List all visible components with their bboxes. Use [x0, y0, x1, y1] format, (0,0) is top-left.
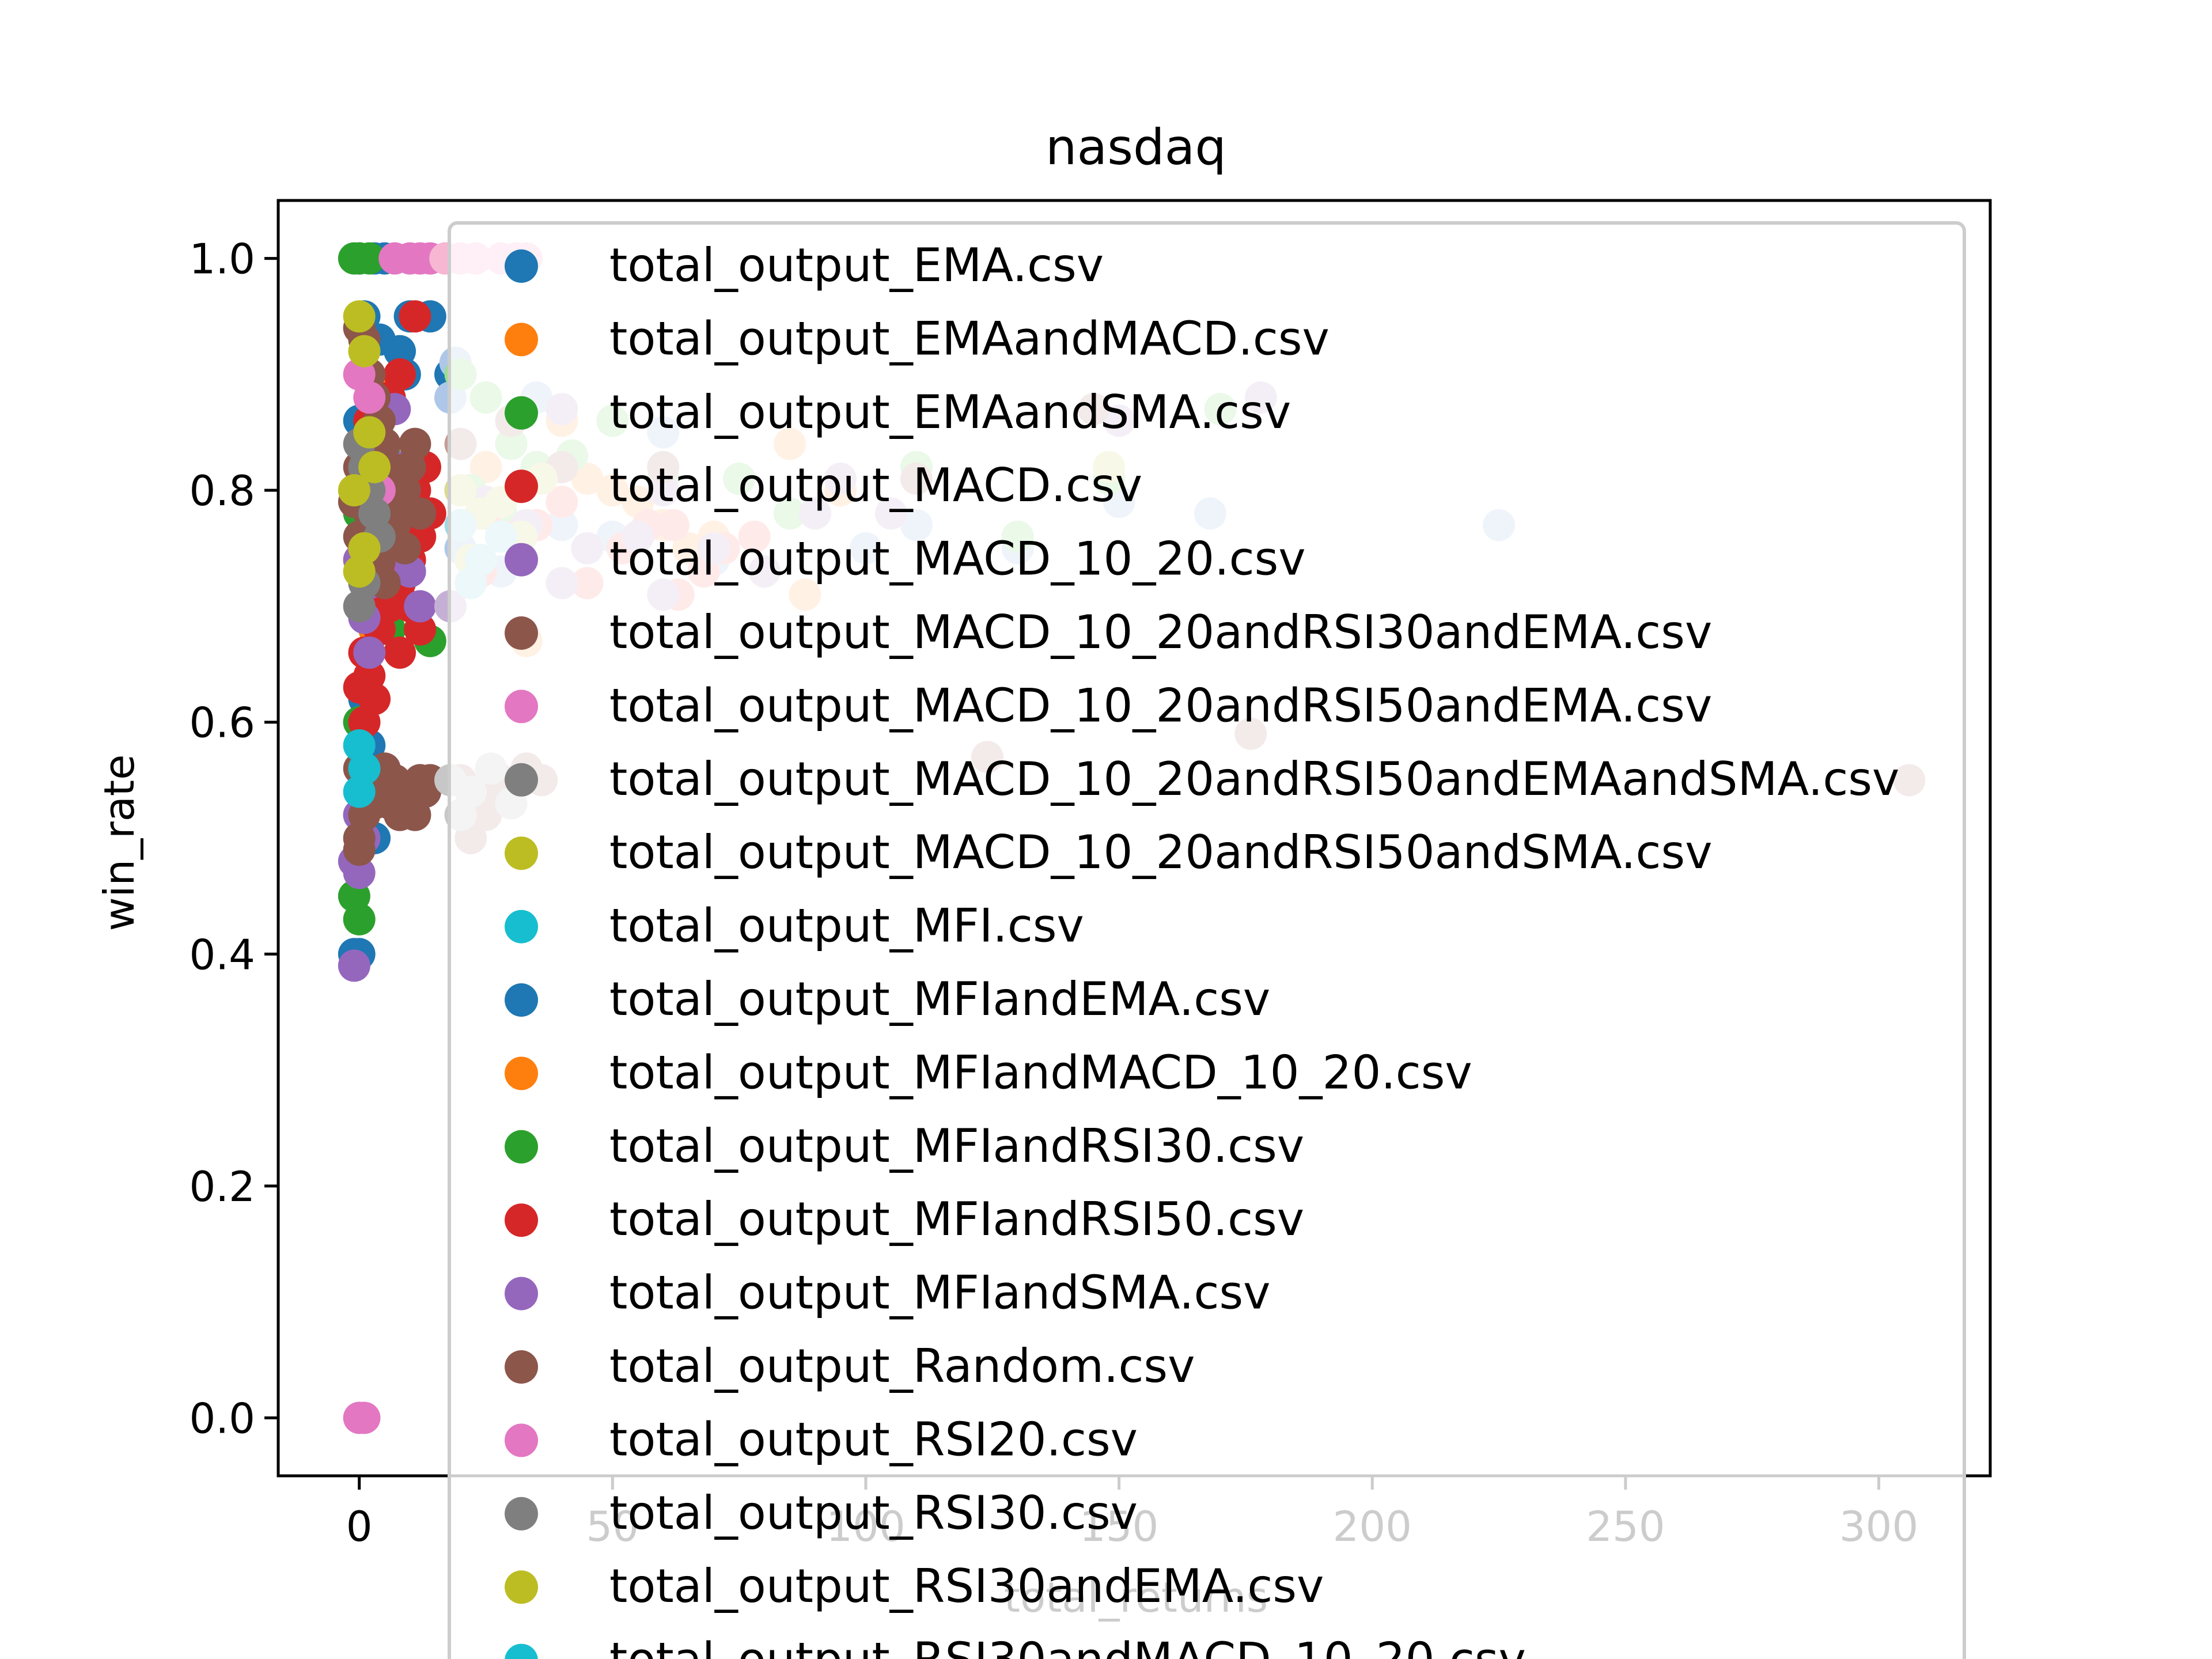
scatter-point	[384, 358, 416, 391]
legend-label: total_output_MACD.csv	[609, 459, 1142, 512]
legend-marker	[505, 983, 538, 1017]
scatter-point	[343, 775, 376, 808]
legend-box	[448, 221, 1966, 1659]
y-tick-label: 0.8	[189, 467, 255, 515]
scatter-point	[348, 335, 381, 368]
legend-label: total_output_EMAandSMA.csv	[609, 385, 1291, 439]
scatter-point	[338, 474, 370, 507]
legend-marker	[505, 1643, 538, 1659]
scatter-point	[404, 613, 437, 646]
legend-label: total_output_EMAandMACD.csv	[609, 312, 1330, 365]
scatter-point	[358, 450, 391, 483]
scatter-point	[408, 775, 441, 808]
legend-marker	[505, 249, 538, 283]
legend-label: total_output_EMA.csv	[609, 238, 1104, 292]
legend-label: total_output_Random.csv	[609, 1339, 1195, 1393]
scatter-point	[343, 903, 376, 935]
y-tick-label: 0.2	[189, 1162, 255, 1211]
legend-marker	[505, 763, 538, 797]
legend-marker	[505, 1277, 538, 1310]
scatter-point	[343, 857, 376, 889]
legend-label: total_output_MFIandRSI50.csv	[609, 1192, 1304, 1246]
scatter-point	[343, 671, 376, 704]
y-axis-ticks: 0.0 0.2 0.4 0.6 0.8 1.0	[189, 235, 278, 1442]
legend-marker	[505, 910, 538, 944]
legend-label: total_output_MFIandRSI30.csv	[609, 1119, 1304, 1173]
legend-label: total_output_MFI.csv	[609, 899, 1084, 953]
scatter-point	[388, 532, 421, 565]
legend-label: total_output_MACD_10_20andRSI50andEMAand…	[609, 752, 1899, 806]
scatter-point	[404, 497, 437, 530]
scatter-point	[353, 416, 386, 449]
scatter-point	[343, 300, 376, 333]
legend-marker	[505, 1350, 538, 1384]
scatter-point	[338, 949, 370, 982]
legend-marker	[505, 1130, 538, 1164]
legend-marker	[505, 396, 538, 430]
scatter-point	[399, 300, 431, 333]
scatter-point	[348, 1402, 381, 1434]
legend-label: total_output_MFIandEMA.csv	[609, 972, 1270, 1026]
legend-marker	[505, 1056, 538, 1090]
scatter-point	[384, 636, 416, 669]
chart-title: nasdaq	[1046, 119, 1226, 176]
legend-marker	[505, 616, 538, 650]
legend-label: total_output_RSI20.csv	[609, 1412, 1138, 1466]
scatter-point	[399, 427, 431, 460]
legend: total_output_EMA.csv total_output_EMAandM…	[448, 221, 1966, 1659]
y-tick-label: 0.0	[189, 1394, 255, 1442]
legend-label: total_output_RSI30andMACD_10_20.csv	[609, 1633, 1526, 1659]
legend-marker	[505, 323, 538, 357]
legend-marker	[505, 1203, 538, 1237]
legend-marker	[505, 1570, 538, 1604]
y-axis-label: win_rate	[95, 755, 143, 931]
scatter-point	[353, 381, 386, 414]
legend-marker	[505, 543, 538, 577]
scatter-point	[348, 532, 381, 565]
scatter-point	[404, 590, 437, 623]
scatter-point	[353, 636, 386, 669]
scatter-point	[343, 834, 376, 866]
y-tick-label: 0.6	[189, 699, 255, 747]
legend-label: total_output_MACD_10_20andRSI50andEMA.cs…	[609, 679, 1712, 732]
scatter-point	[353, 242, 386, 275]
legend-label: total_output_MACD_10_20andRSI30andEMA.cs…	[609, 605, 1712, 659]
legend-marker	[505, 469, 538, 503]
scatter-point	[343, 590, 376, 623]
legend-entries: total_output_EMA.csv total_output_EMAandM…	[505, 238, 1899, 1659]
y-tick-label: 0.4	[189, 930, 255, 979]
legend-marker	[505, 1423, 538, 1457]
legend-label: total_output_MACD_10_20.csv	[609, 532, 1306, 586]
x-tick-label: 0	[346, 1502, 373, 1551]
legend-label: total_output_RSI30.csv	[609, 1486, 1138, 1540]
legend-label: total_output_MACD_10_20andRSI50andSMA.cs…	[609, 825, 1713, 879]
y-tick-label: 1.0	[189, 235, 255, 283]
legend-label: total_output_MFIandMACD_10_20.csv	[609, 1046, 1472, 1099]
legend-label: total_output_MFIandSMA.csv	[609, 1266, 1271, 1320]
legend-label: total_output_RSI30andEMA.csv	[609, 1559, 1324, 1613]
legend-marker	[505, 1497, 538, 1531]
legend-marker	[505, 690, 538, 724]
legend-marker	[505, 836, 538, 870]
